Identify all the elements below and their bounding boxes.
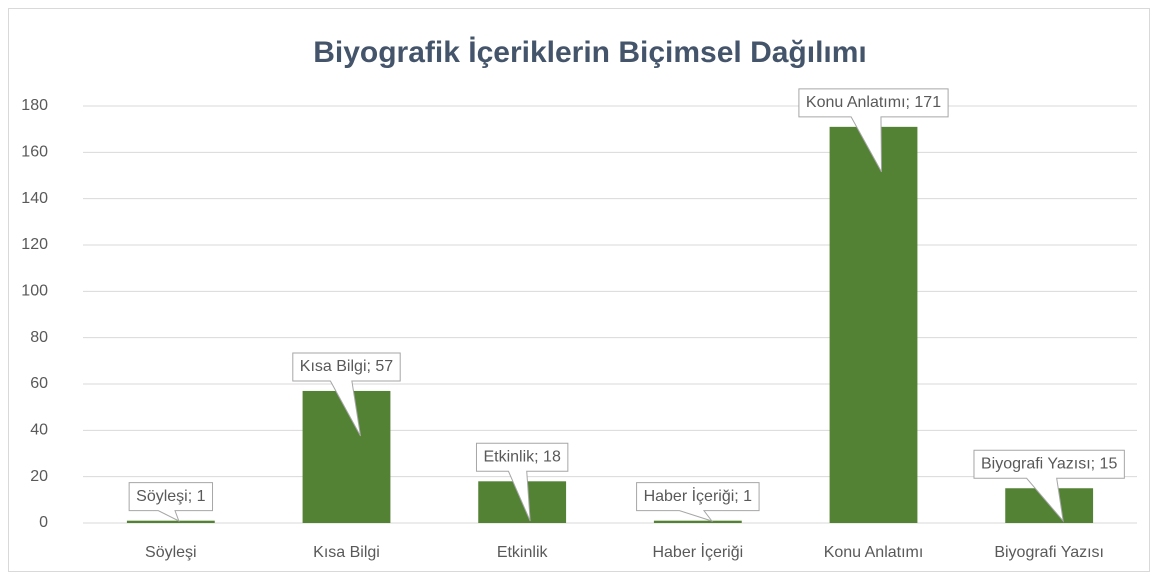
callout-box	[475, 442, 569, 522]
y-tick-label: 180	[21, 97, 48, 114]
bar	[653, 520, 742, 523]
y-tick-label: 40	[30, 422, 48, 439]
data-label: Biyografi Yazısı; 15	[981, 455, 1117, 472]
callout-box	[128, 482, 214, 523]
data-label: Haber İçeriği; 1	[644, 486, 753, 505]
data-label: Söyleşi; 1	[136, 488, 205, 505]
y-tick-label: 20	[30, 468, 48, 485]
bar	[829, 126, 918, 523]
bar	[302, 390, 391, 523]
data-label: Konu Anlatımı; 171	[806, 94, 941, 111]
x-tick-label: Etkinlik	[497, 544, 549, 561]
y-tick-label: 60	[30, 375, 48, 392]
callout-box	[798, 88, 949, 173]
data-label: Kısa Bilgi; 57	[300, 358, 393, 375]
bar	[126, 520, 215, 523]
chart-title: Biyografik İçeriklerin Biçimsel Dağılımı	[313, 36, 867, 69]
chart-border	[8, 8, 1150, 572]
y-tick-label: 120	[21, 236, 48, 253]
x-tick-label: Konu Anlatımı	[824, 544, 924, 561]
x-tick-label: Haber İçeriği	[652, 542, 743, 561]
y-tick-label: 80	[30, 329, 48, 346]
x-tick-label: Söyleşi	[145, 544, 197, 561]
x-tick-label: Biyografi Yazısı	[994, 544, 1104, 561]
data-label: Etkinlik; 18	[483, 449, 560, 466]
callout-box	[973, 449, 1125, 523]
y-tick-label: 100	[21, 283, 48, 300]
callout-box	[636, 482, 760, 522]
y-tick-label: 160	[21, 144, 48, 161]
y-tick-label: 140	[21, 190, 48, 207]
callout-box	[292, 352, 401, 437]
x-tick-label: Kısa Bilgi	[313, 544, 380, 561]
y-tick-label: 0	[39, 514, 48, 531]
